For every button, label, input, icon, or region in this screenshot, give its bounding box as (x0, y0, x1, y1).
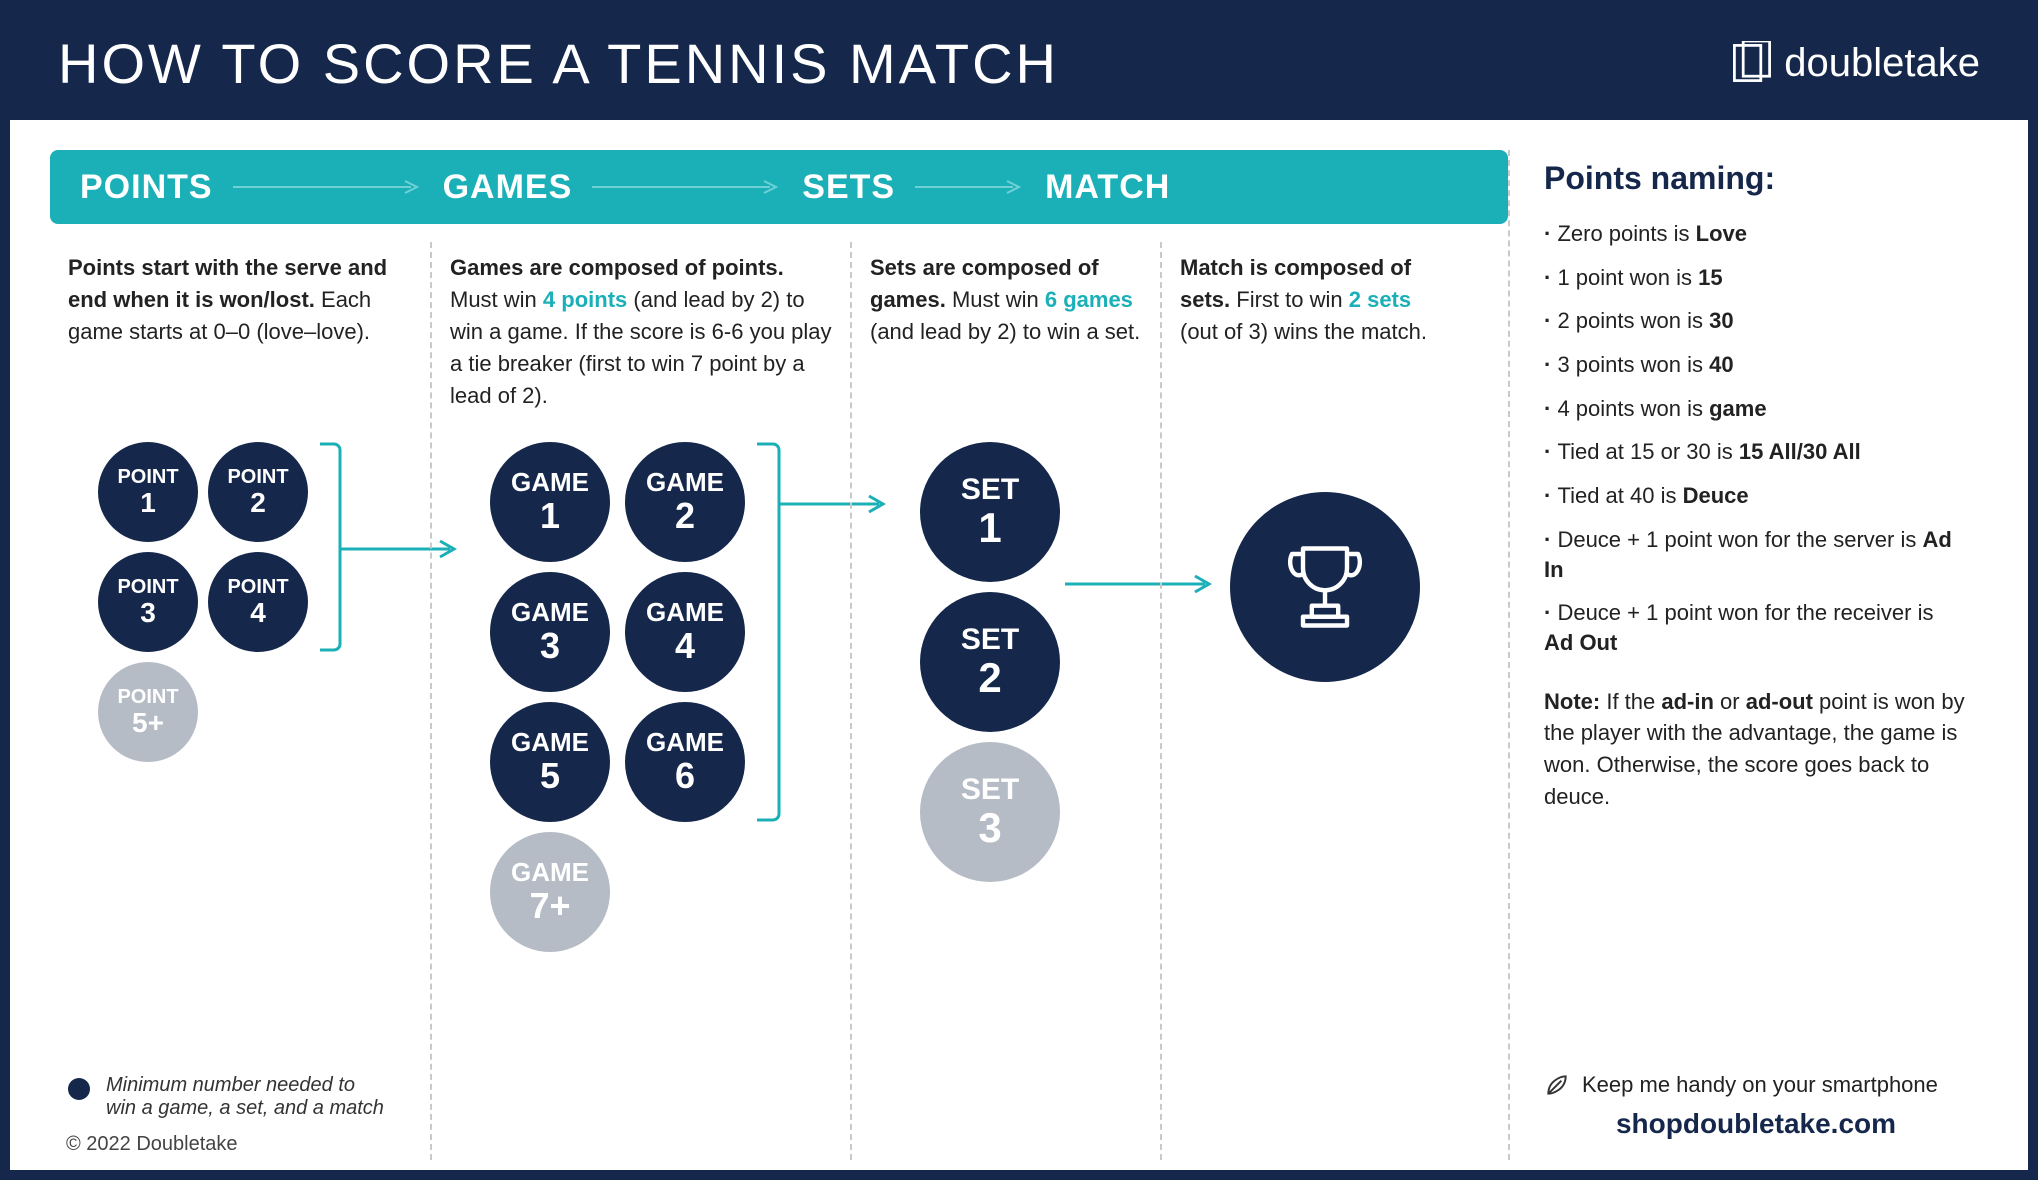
leaf-icon (1544, 1072, 1570, 1098)
point-2-circle: POINT2 (208, 442, 308, 542)
trophy-circle (1230, 492, 1420, 682)
naming-item-2: 2 points won is 30 (1544, 306, 1968, 336)
game-3-circle: GAME3 (490, 572, 610, 692)
game-6-circle: GAME6 (625, 702, 745, 822)
points-naming-list: Zero points is Love 1 point won is 15 2 po… (1544, 219, 1968, 672)
trophy-icon (1270, 532, 1380, 642)
site-url: shopdoubletake.com (1544, 1108, 1968, 1140)
game-5-circle: GAME5 (490, 702, 610, 822)
sidebar: Points naming: Zero points is Love 1 poin… (1508, 150, 1988, 1160)
infographic-frame: HOW TO SCORE A TENNIS MATCH doubletake P… (0, 0, 2038, 1180)
point-4-circle: POINT4 (208, 552, 308, 652)
match-area (1180, 442, 1452, 1160)
col-sets: Sets are composed of games. Must win 6 g… (850, 242, 1160, 1160)
sidebar-footer: Keep me handy on your smartphone shopdou… (1544, 1072, 1968, 1160)
naming-item-5: Tied at 15 or 30 is 15 All/30 All (1544, 437, 1968, 467)
col-points: Points start with the serve and end when… (50, 242, 430, 1160)
game-7plus-circle: GAME7+ (490, 832, 610, 952)
col-games: Games are composed of points. Must win 4… (430, 242, 850, 1160)
sets-desc: Sets are composed of games. Must win 6 g… (870, 252, 1142, 422)
game-1-circle: GAME1 (490, 442, 610, 562)
set-3-circle: SET3 (920, 742, 1060, 882)
naming-item-4: 4 points won is game (1544, 394, 1968, 424)
naming-item-6: Tied at 40 is Deuce (1544, 481, 1968, 511)
legend: Minimum number needed to win a game, a s… (68, 1074, 388, 1120)
game-4-circle: GAME4 (625, 572, 745, 692)
columns-row: Points start with the serve and end when… (50, 242, 1508, 1160)
legend-text: Minimum number needed to win a game, a s… (106, 1074, 388, 1120)
match-desc: Match is composed of sets. First to win … (1180, 252, 1452, 422)
games-desc-bold: Games are composed of points. (450, 255, 784, 280)
handy-text: Keep me handy on your smartphone (1582, 1072, 1938, 1098)
copyright: © 2022 Doubletake (66, 1133, 238, 1156)
sets-accent: 6 games (1045, 287, 1133, 312)
games-desc: Games are composed of points. Must win 4… (450, 252, 832, 422)
naming-item-3: 3 points won is 40 (1544, 350, 1968, 380)
ribbon-arrow-icon (592, 177, 782, 197)
point-3-circle: POINT3 (98, 552, 198, 652)
sets-circles: SET1SET2SET3 (870, 442, 1142, 1160)
naming-item-0: Zero points is Love (1544, 219, 1968, 249)
ribbon-arrow-icon (915, 177, 1025, 197)
ribbon-arrow-icon (233, 177, 423, 197)
set-2-circle: SET2 (920, 592, 1060, 732)
ribbon-item-sets: SETS (802, 168, 895, 207)
point-1-circle: POINT1 (98, 442, 198, 542)
set-1-circle: SET1 (920, 442, 1060, 582)
sidebar-heading: Points naming: (1544, 160, 1968, 197)
games-circles: GAME1GAME2GAME3GAME4GAME5GAME6GAME7+ (450, 442, 832, 1160)
handy-line: Keep me handy on your smartphone (1544, 1072, 1968, 1098)
naming-item-8: Deuce + 1 point won for the receiver is … (1544, 598, 1968, 657)
naming-item-1: 1 point won is 15 (1544, 263, 1968, 293)
doubletake-icon (1730, 41, 1774, 85)
naming-item-7: Deuce + 1 point won for the server is Ad… (1544, 525, 1968, 584)
points-desc: Points start with the serve and end when… (68, 252, 412, 422)
page-title: HOW TO SCORE A TENNIS MATCH (58, 31, 1059, 96)
game-2-circle: GAME2 (625, 442, 745, 562)
brand-name: doubletake (1784, 41, 1980, 86)
ribbon-item-match: MATCH (1045, 168, 1170, 207)
sidebar-note: Note: If the ad-in or ad-out point is wo… (1544, 686, 1968, 814)
legend-dot-icon (68, 1078, 90, 1100)
content-area: POINTS GAMES SETS MATCH Points start with t… (10, 120, 2028, 1170)
col-match: Match is composed of sets. First to win … (1160, 242, 1470, 1160)
ribbon-item-games: GAMES (443, 168, 573, 207)
point-5plus-circle: POINT5+ (98, 662, 198, 762)
progress-ribbon: POINTS GAMES SETS MATCH (50, 150, 1508, 224)
header-bar: HOW TO SCORE A TENNIS MATCH doubletake (10, 10, 2028, 120)
match-accent: 2 sets (1349, 287, 1411, 312)
ribbon-item-points: POINTS (80, 168, 213, 207)
brand-logo: doubletake (1730, 41, 1980, 86)
points-circles: POINT1POINT2POINT3POINT4POINT5+ (68, 442, 412, 1160)
games-accent: 4 points (543, 287, 627, 312)
main-panel: POINTS GAMES SETS MATCH Points start with t… (50, 150, 1508, 1160)
